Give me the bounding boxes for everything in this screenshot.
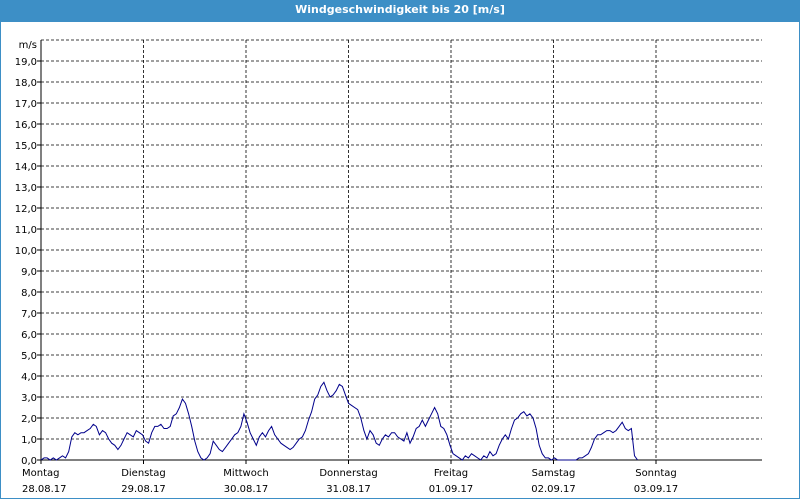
y-tick-label: 16,0: [15, 120, 37, 131]
x-tick-day: Mittwoch: [223, 468, 268, 479]
y-tick-label: 7,0: [21, 309, 37, 320]
y-tick-label: 1,0: [21, 435, 37, 446]
chart-title: Windgeschwindigkeit bis 20 [m/s]: [0, 0, 800, 22]
y-tick-label: 6,0: [21, 330, 37, 341]
x-tick-date: 03.09.17: [634, 484, 679, 495]
y-tick-label: 2,0: [21, 414, 37, 425]
y-tick-label: 0,0: [21, 456, 37, 467]
x-tick-day: Montag: [22, 468, 59, 479]
y-tick-label: 10,0: [15, 246, 37, 257]
y-axis-label: m/s: [19, 40, 37, 51]
x-tick-date: 28.08.17: [22, 484, 67, 495]
x-tick-date: 30.08.17: [224, 484, 269, 495]
x-tick-date: 02.09.17: [531, 484, 576, 495]
y-tick-label: 13,0: [15, 183, 37, 194]
x-tick-date: 31.08.17: [326, 484, 371, 495]
x-tick-date: 01.09.17: [429, 484, 474, 495]
y-tick-label: 12,0: [15, 204, 37, 215]
y-tick-label: 19,0: [15, 57, 37, 68]
wind-speed-line: [40, 381, 639, 461]
x-tick-day: Sonntag: [635, 468, 677, 479]
y-tick-label: 18,0: [15, 78, 37, 89]
y-tick-label: 15,0: [15, 141, 37, 152]
x-tick-day: Samstag: [532, 468, 576, 479]
x-tick-day: Dienstag: [121, 468, 166, 479]
x-tick-day: Freitag: [434, 468, 468, 479]
y-tick-label: 11,0: [15, 225, 37, 236]
y-tick-label: 14,0: [15, 162, 37, 173]
x-tick-day: Donnerstag: [319, 468, 377, 479]
x-tick-date: 29.08.17: [121, 484, 166, 495]
y-tick-label: 17,0: [15, 99, 37, 110]
y-tick-label: 8,0: [21, 288, 37, 299]
y-tick-label: 3,0: [21, 393, 37, 404]
y-tick-label: 4,0: [21, 372, 37, 383]
y-tick-label: 5,0: [21, 351, 37, 362]
y-tick-label: 9,0: [21, 267, 37, 278]
